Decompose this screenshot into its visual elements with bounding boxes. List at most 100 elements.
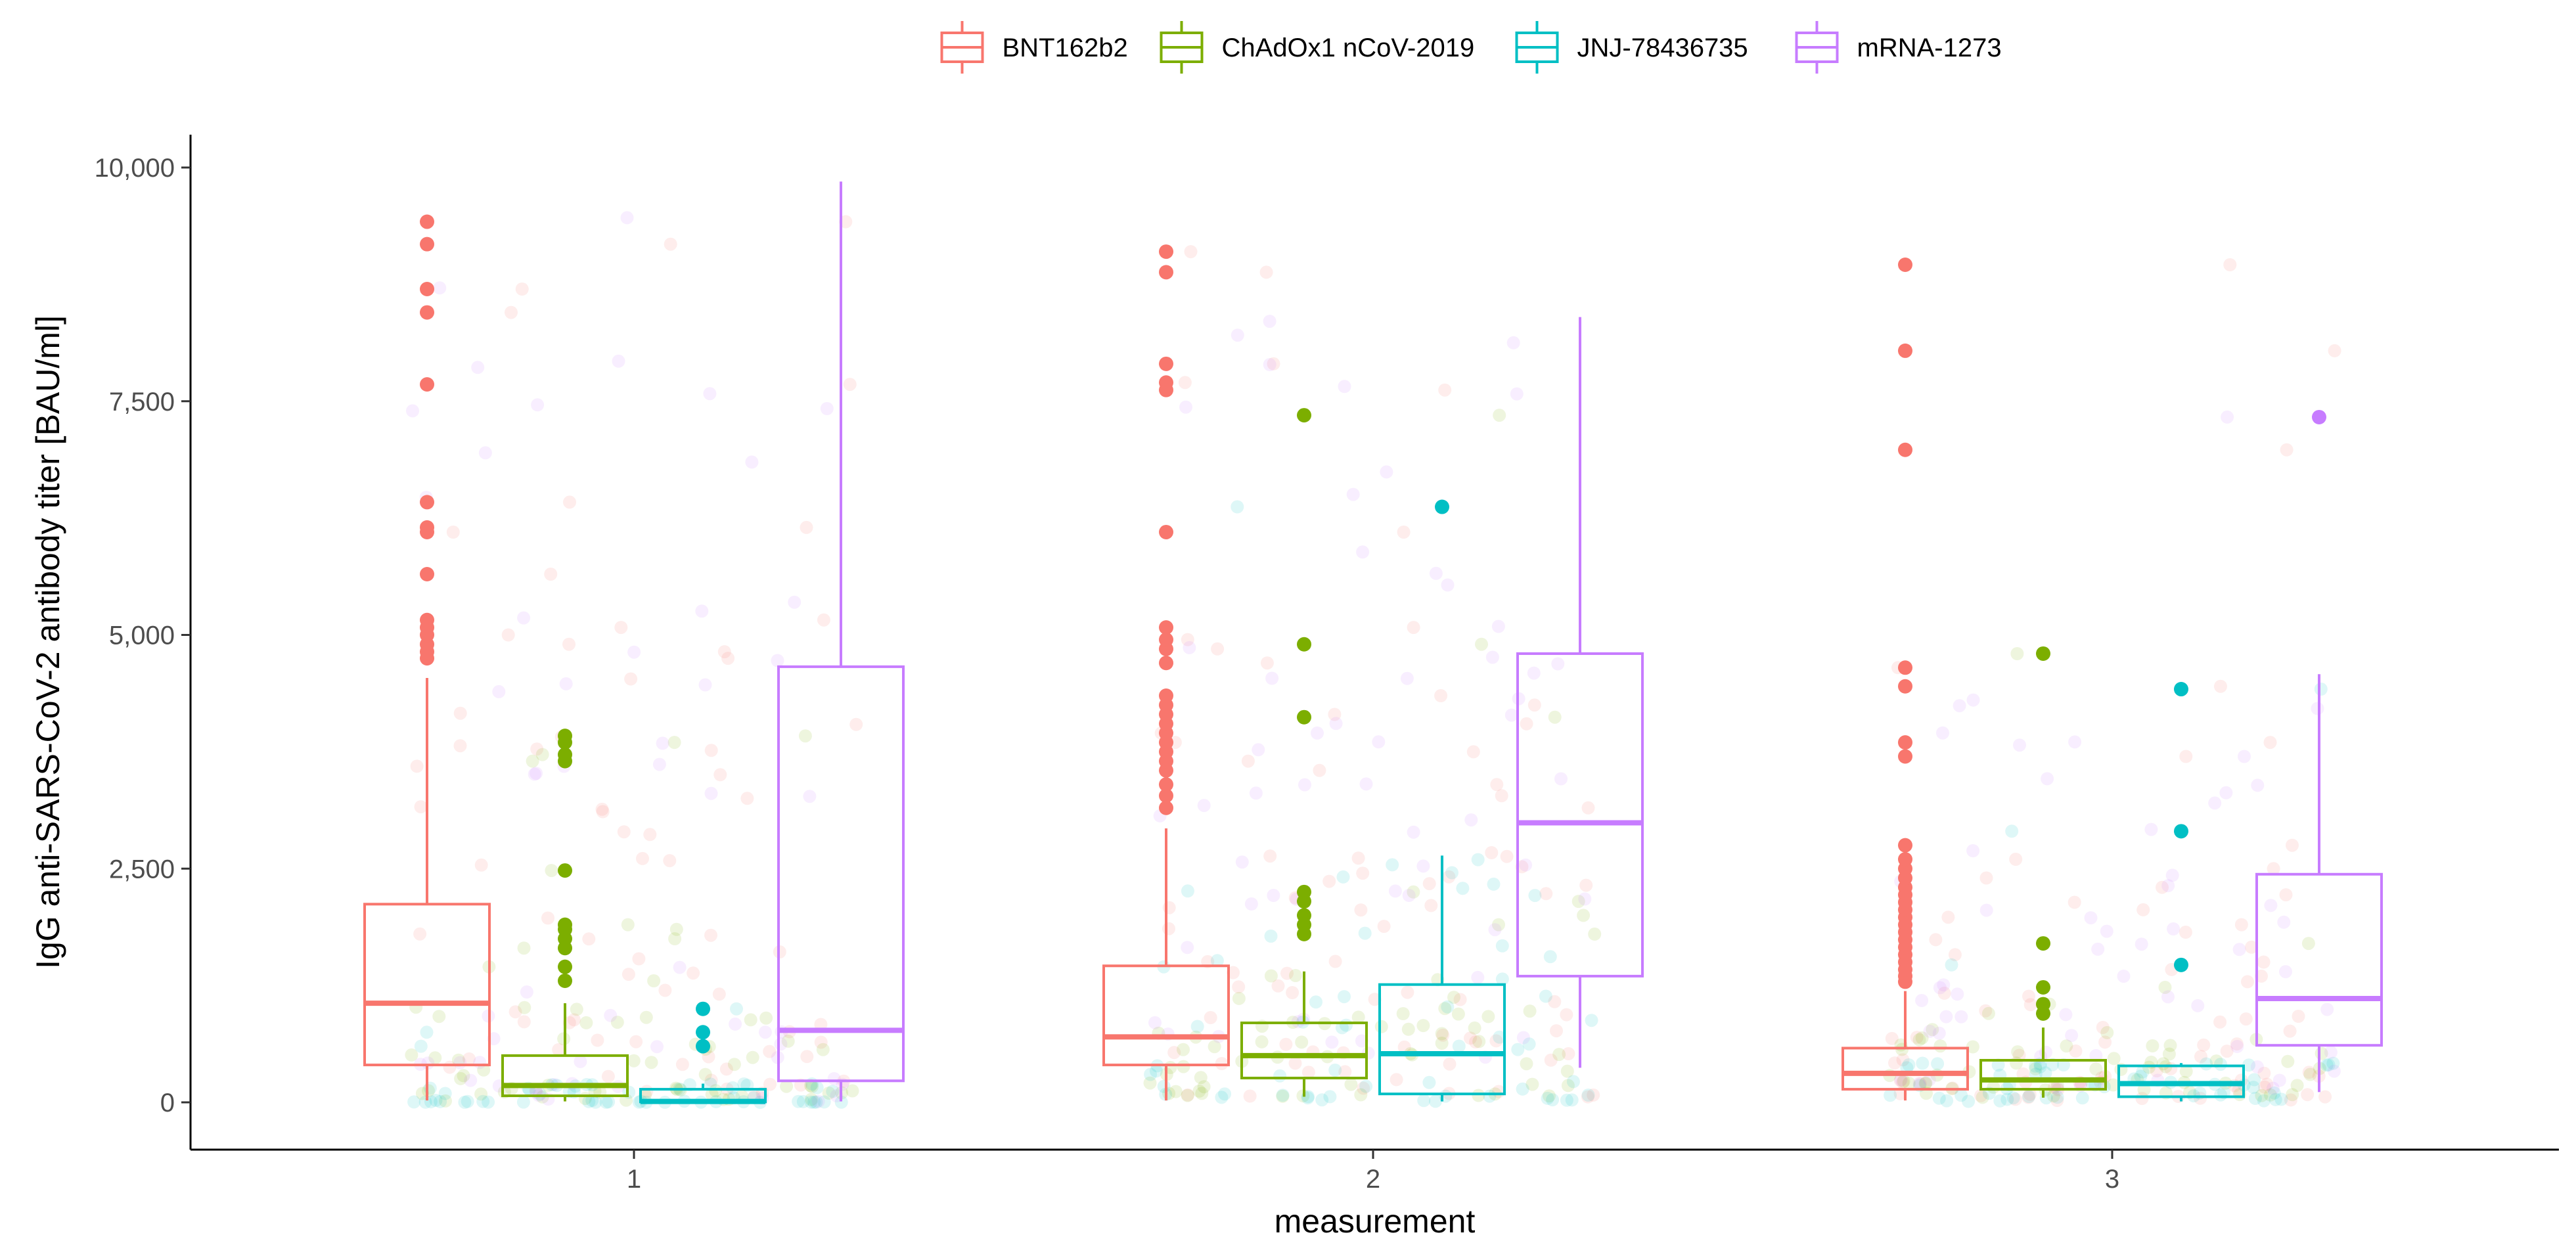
jitter-point: [2324, 1045, 2338, 1059]
jitter-point: [1945, 958, 1958, 972]
jitter-point: [559, 677, 573, 690]
box-jnj-78436735-m2: [1378, 499, 1506, 1102]
box-iqr: [1240, 1022, 1368, 1080]
outlier-point: [558, 959, 572, 974]
jitter-point: [2089, 1048, 2103, 1062]
jitter-point: [1265, 671, 1279, 685]
jitter-point: [2039, 1091, 2053, 1105]
jitter-point: [2057, 1058, 2070, 1071]
jitter-point: [1966, 844, 1980, 857]
box-iqr: [1102, 964, 1230, 1067]
jitter-point: [1447, 991, 1460, 1004]
jitter-point: [2009, 853, 2023, 866]
jitter-point: [1587, 1088, 1600, 1102]
jitter-point: [2266, 1081, 2280, 1095]
jitter-point: [822, 1087, 836, 1100]
jitter-point: [1417, 1094, 1431, 1108]
jitter-point: [2162, 1047, 2176, 1061]
jitter-point: [1931, 1057, 1945, 1071]
jitter-point: [406, 404, 419, 418]
outlier-point: [1898, 852, 1912, 867]
jitter-point: [595, 802, 609, 816]
jitter-point: [2142, 1060, 2156, 1074]
jitter-point: [1338, 380, 1351, 394]
outlier-point: [420, 612, 434, 627]
jitter-point: [526, 754, 539, 768]
jitter-point: [839, 215, 853, 229]
jitter-point: [2107, 1052, 2121, 1066]
jitter-point: [703, 387, 717, 401]
jitter-point: [1548, 710, 1562, 724]
jitter-point: [1390, 1073, 1403, 1087]
jitter-point: [1354, 1088, 1368, 1102]
jitter-point: [1581, 1090, 1594, 1104]
box-iqr: [1979, 1058, 2107, 1091]
jitter-point: [726, 1081, 740, 1094]
jitter-point: [1527, 698, 1541, 712]
jitter-point: [1267, 357, 1280, 371]
jitter-point: [530, 767, 543, 780]
jitter-point: [1560, 1064, 1574, 1078]
jitter-points: [405, 211, 2341, 1109]
jitter-point: [1520, 717, 1533, 731]
jitter-point: [1932, 1091, 1946, 1105]
jitter-point: [1194, 1071, 1208, 1085]
jitter-point: [2302, 1066, 2316, 1079]
jitter-point: [713, 768, 727, 782]
jitter-point: [2041, 772, 2054, 786]
outlier-point: [558, 974, 572, 989]
jitter-point: [2179, 1064, 2193, 1078]
jitter-point: [2214, 1088, 2228, 1102]
jitter-point: [644, 1056, 658, 1069]
jitter-point: [1441, 578, 1455, 592]
jitter-point: [420, 1025, 434, 1039]
jitter-point: [1937, 986, 1951, 1000]
jitter-point: [1286, 986, 1299, 999]
box-iqr: [501, 1054, 629, 1098]
jitter-point: [1144, 1068, 1158, 1081]
jitter-point: [1231, 500, 1244, 514]
outlier-point: [420, 520, 434, 535]
jitter-point: [1493, 1030, 1506, 1044]
jitter-point: [1183, 641, 1196, 654]
outlier-point: [1435, 499, 1449, 514]
jitter-point: [814, 1035, 828, 1049]
jitter-point: [1511, 1043, 1525, 1056]
jitter-point: [817, 1095, 831, 1109]
jitter-point: [492, 685, 506, 698]
jitter-point: [415, 1087, 429, 1100]
jitter-point: [1397, 1040, 1411, 1054]
jitter-point: [1288, 1056, 1302, 1070]
y-tick-label: 0: [160, 1089, 175, 1117]
jitter-point: [2264, 899, 2278, 912]
outlier-point: [1297, 884, 1311, 899]
legend: BNT162b2 ChAdOx1 nCoV-2019 JNJ-78436735 mRN…: [940, 21, 2002, 74]
jitter-point: [1495, 789, 1508, 803]
jitter-point: [2219, 786, 2233, 799]
jitter-point: [647, 974, 661, 987]
jitter-point: [535, 748, 549, 761]
jitter-point: [2247, 1081, 2260, 1094]
jitter-point: [2286, 838, 2299, 852]
jitter-point: [1966, 1040, 1979, 1054]
jitter-point: [826, 1085, 840, 1098]
jitter-point: [1915, 1031, 1929, 1045]
jitter-point: [1169, 1085, 1183, 1098]
jitter-point: [846, 1084, 859, 1098]
jitter-point: [804, 1095, 818, 1109]
jitter-point: [2084, 911, 2098, 925]
outlier-point: [1159, 788, 1173, 803]
jitter-point: [1178, 376, 1192, 390]
jitter-point: [2257, 1066, 2271, 1080]
jitter-point: [1443, 1057, 1457, 1071]
jitter-point: [1273, 1069, 1287, 1083]
jitter-point: [1243, 1089, 1257, 1103]
jitter-point: [1177, 1060, 1190, 1073]
outlier-point: [696, 1025, 710, 1040]
jitter-point: [2016, 1067, 2030, 1081]
jitter-point: [2179, 926, 2192, 939]
jitter-point: [1516, 1031, 1530, 1045]
jitter-point: [1368, 993, 1382, 1006]
jitter-point: [1543, 950, 1557, 964]
jitter-point: [2158, 981, 2172, 994]
